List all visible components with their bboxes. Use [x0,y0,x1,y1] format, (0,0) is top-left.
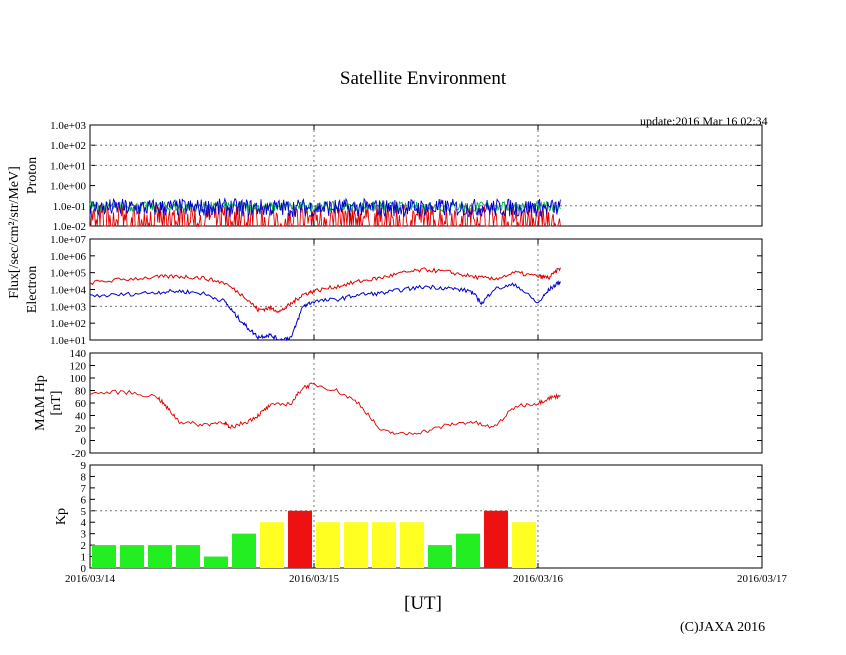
mam-hp-ytick-label: 140 [70,348,87,360]
mam-hp-line [89,382,561,436]
electron-ylabel: Electron [25,266,40,313]
kp-ytick-label: 1 [81,552,87,564]
mam-hp-ytick-label: 80 [75,386,87,398]
kp-bar [344,522,368,568]
proton-ytick-label: 1.0e-02 [53,221,86,233]
proton-ytick-label: 1.0e+02 [50,140,86,152]
electron-ytick-label: 1.0e+07 [50,234,86,246]
electron-ytick-label: 1.0e+02 [50,318,86,330]
mam-hp-unit-label: [nT] [49,391,64,416]
proton-frame [89,124,763,227]
electron-frame [89,238,763,341]
mam-hp-ytick-label: -20 [71,448,86,460]
flux-unit-label: Flux[/sec/cm²/str/MeV] [7,166,22,299]
mam-hp-ytick-label: 40 [75,411,87,423]
x-tick-label: 2016/03/15 [289,573,340,585]
kp-ytick-label: 9 [81,460,87,472]
kp-bar [232,533,256,568]
electron-ytick-label: 1.0e+01 [50,335,86,347]
proton-blue [89,197,561,218]
electron-panel [89,238,763,342]
proton-ytick-label: 1.0e+01 [50,160,86,172]
kp-bar [400,522,424,568]
x-axis-unit-label: [UT] [404,593,442,614]
copyright-notice: (C)JAXA 2016 [680,620,766,635]
kp-bar [288,510,312,568]
kp-bar [148,545,172,568]
proton-ytick-label: 1.0e+03 [50,120,86,132]
electron-ytick-label: 1.0e+05 [50,268,86,280]
kp-bar [372,522,396,568]
electron-ytick-label: 1.0e+03 [50,301,86,313]
mam-hp-ytick-label: 120 [70,361,87,373]
kp-ytick-label: 4 [81,517,87,529]
mam-hp-ytick-label: 20 [75,423,87,435]
kp-ytick-label: 2 [81,540,87,552]
mam-hp-panel [89,352,763,454]
kp-bar [484,510,508,568]
mam-hp-ytick-label: 100 [70,373,87,385]
mam-hp-ytick-label: 60 [75,398,87,410]
kp-bar [204,556,228,568]
kp-ytick-label: 7 [81,483,87,495]
mam-hp-ytick-label: 0 [81,436,87,448]
kp-bar [92,545,116,568]
kp-bar [316,522,340,568]
kp-ylabel: Kp [54,508,69,525]
kp-bar [428,545,452,568]
electron-red [89,267,561,314]
kp-bar [456,533,480,568]
proton-ytick-label: 1.0e+00 [50,181,86,193]
kp-ytick-label: 3 [81,529,87,541]
electron-blue [89,279,561,342]
kp-bar [512,522,536,568]
kp-ytick-label: 8 [81,471,87,483]
kp-panel [89,464,763,569]
kp-ytick-label: 0 [81,563,87,575]
x-tick-label: 2016/03/14 [65,573,116,585]
kp-ytick-label: 6 [81,494,87,506]
proton-panel [89,124,763,228]
kp-bar [120,545,144,568]
proton-ylabel: Proton [25,157,40,194]
electron-ytick-label: 1.0e+06 [50,251,86,263]
electron-ytick-label: 1.0e+04 [50,285,86,297]
x-tick-label: 2016/03/17 [737,573,788,585]
mam-hp-frame [89,352,763,454]
proton-ytick-label: 1.0e-01 [53,201,86,213]
chart-title: Satellite Environment [339,68,507,89]
kp-bar [176,545,200,568]
mam-hp-ylabel: MAM Hp [33,375,48,431]
kp-ytick-label: 5 [81,506,87,518]
x-tick-label: 2016/03/16 [513,573,564,585]
kp-frame [89,464,763,569]
kp-bar [260,522,284,568]
